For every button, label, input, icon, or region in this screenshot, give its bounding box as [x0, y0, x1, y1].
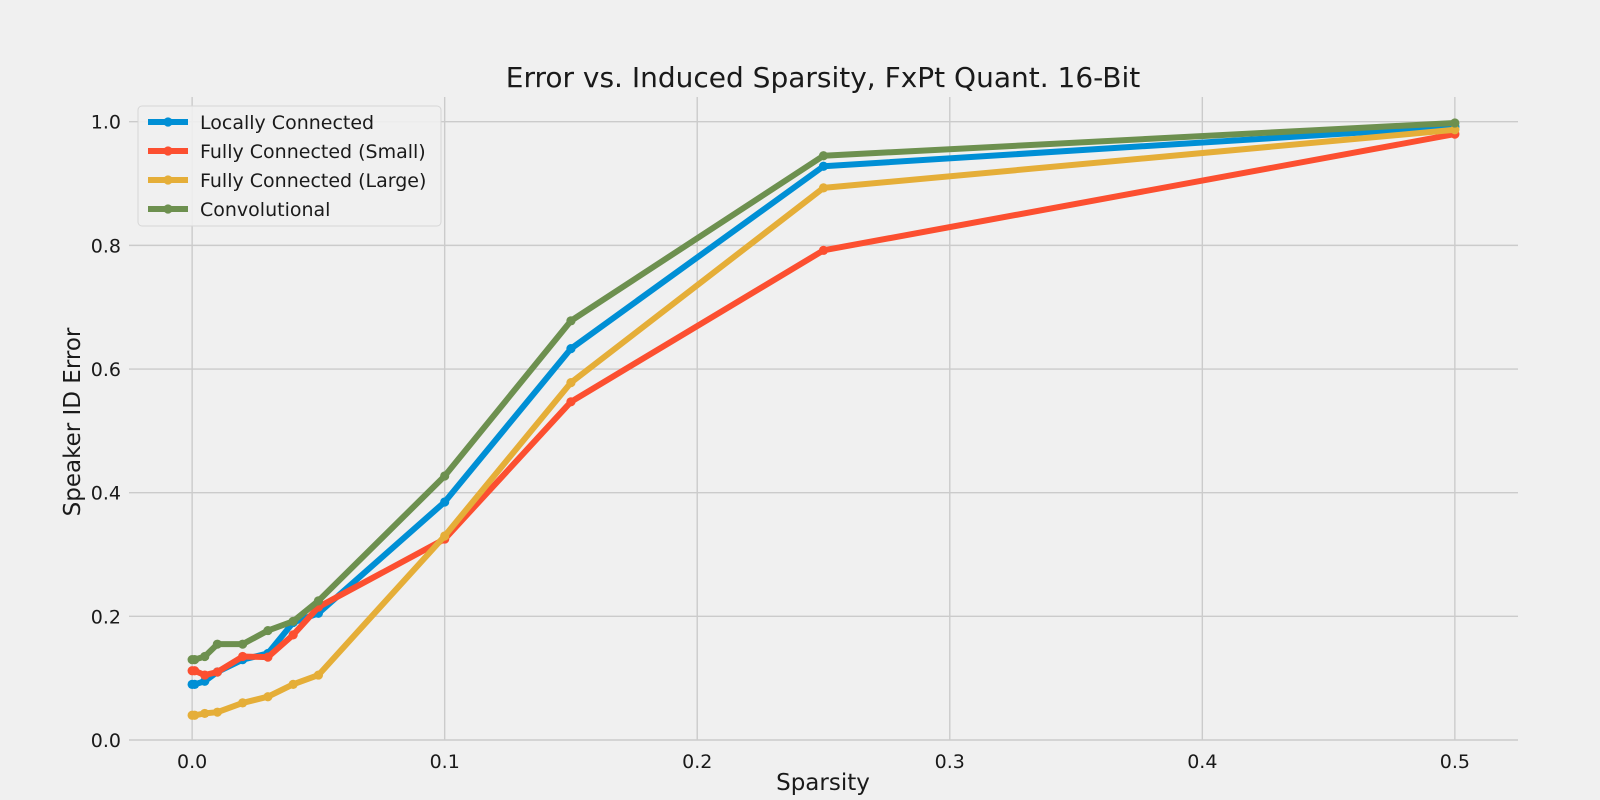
legend-marker	[163, 117, 173, 127]
legend-item: Fully Connected (Large)	[148, 170, 426, 192]
data-point	[190, 655, 200, 665]
data-point	[440, 471, 450, 481]
y-axis-label: Speaker ID Error	[60, 327, 86, 516]
data-point	[313, 596, 324, 606]
axes: 0.0 0.1 0.2 0.3 0.4 0.5 0.0 0.2 0.4 0.6 0.8 1.0	[91, 112, 1470, 773]
x-tick-label: 0.4	[1187, 751, 1217, 773]
data-point	[288, 679, 298, 689]
data-point	[566, 316, 576, 326]
legend-label: Fully Connected (Large)	[200, 170, 426, 192]
data-point	[200, 651, 210, 662]
series-convolutional	[187, 118, 1460, 665]
series-lines	[187, 118, 1460, 720]
data-point	[313, 670, 324, 680]
y-tick-label: 0.0	[91, 730, 121, 752]
data-point	[818, 245, 829, 255]
x-tick-label: 0.1	[430, 751, 460, 773]
data-point	[440, 531, 450, 541]
data-point	[238, 651, 248, 662]
y-tick-label: 0.6	[91, 359, 121, 381]
data-point	[238, 639, 248, 649]
data-point	[263, 625, 273, 636]
data-point	[263, 692, 273, 702]
data-point	[263, 652, 273, 662]
data-point	[212, 667, 222, 677]
grid	[129, 97, 1518, 741]
data-point	[200, 708, 210, 719]
data-point	[288, 630, 298, 640]
data-point	[566, 344, 576, 354]
legend-label: Fully Connected (Small)	[200, 141, 426, 163]
legend-item: Locally Connected	[148, 112, 374, 134]
data-point	[566, 378, 576, 388]
x-tick-label: 0.5	[1440, 751, 1470, 773]
series-fully-connected-large	[187, 125, 1460, 720]
data-point	[212, 707, 222, 717]
legend-label: Convolutional	[200, 199, 330, 221]
x-axis-label: Sparsity	[776, 770, 870, 796]
y-tick-label: 0.4	[91, 483, 121, 505]
legend: Locally Connected Fully Connected (Small)…	[137, 105, 442, 227]
y-tick-label: 1.0	[91, 112, 121, 134]
data-point	[288, 616, 298, 626]
chart-title: Error vs. Induced Sparsity, FxPt Quant. …	[506, 61, 1140, 94]
data-point	[200, 670, 210, 680]
data-point	[190, 666, 200, 676]
data-point	[212, 639, 222, 649]
data-point	[818, 161, 829, 171]
data-point	[238, 698, 248, 708]
y-tick-label: 0.8	[91, 235, 121, 257]
legend-marker	[163, 175, 173, 185]
data-point	[818, 183, 829, 193]
data-point	[190, 679, 200, 689]
legend-box	[137, 105, 442, 227]
data-point	[818, 151, 829, 161]
x-tick-label: 0.2	[682, 751, 712, 773]
legend-marker	[163, 204, 173, 214]
y-tick-label: 0.2	[91, 606, 121, 628]
data-point	[1450, 125, 1460, 135]
x-tick-label: 0.0	[177, 751, 207, 773]
legend-item: Convolutional	[148, 199, 330, 221]
legend-marker	[163, 146, 173, 156]
data-point	[440, 497, 450, 507]
series-fully-connected-small	[187, 129, 1460, 680]
data-point	[566, 397, 576, 407]
legend-item: Fully Connected (Small)	[148, 141, 426, 163]
data-point	[1450, 118, 1460, 128]
legend-label: Locally Connected	[200, 112, 374, 134]
data-point	[190, 710, 200, 720]
x-tick-label: 0.3	[935, 751, 965, 773]
